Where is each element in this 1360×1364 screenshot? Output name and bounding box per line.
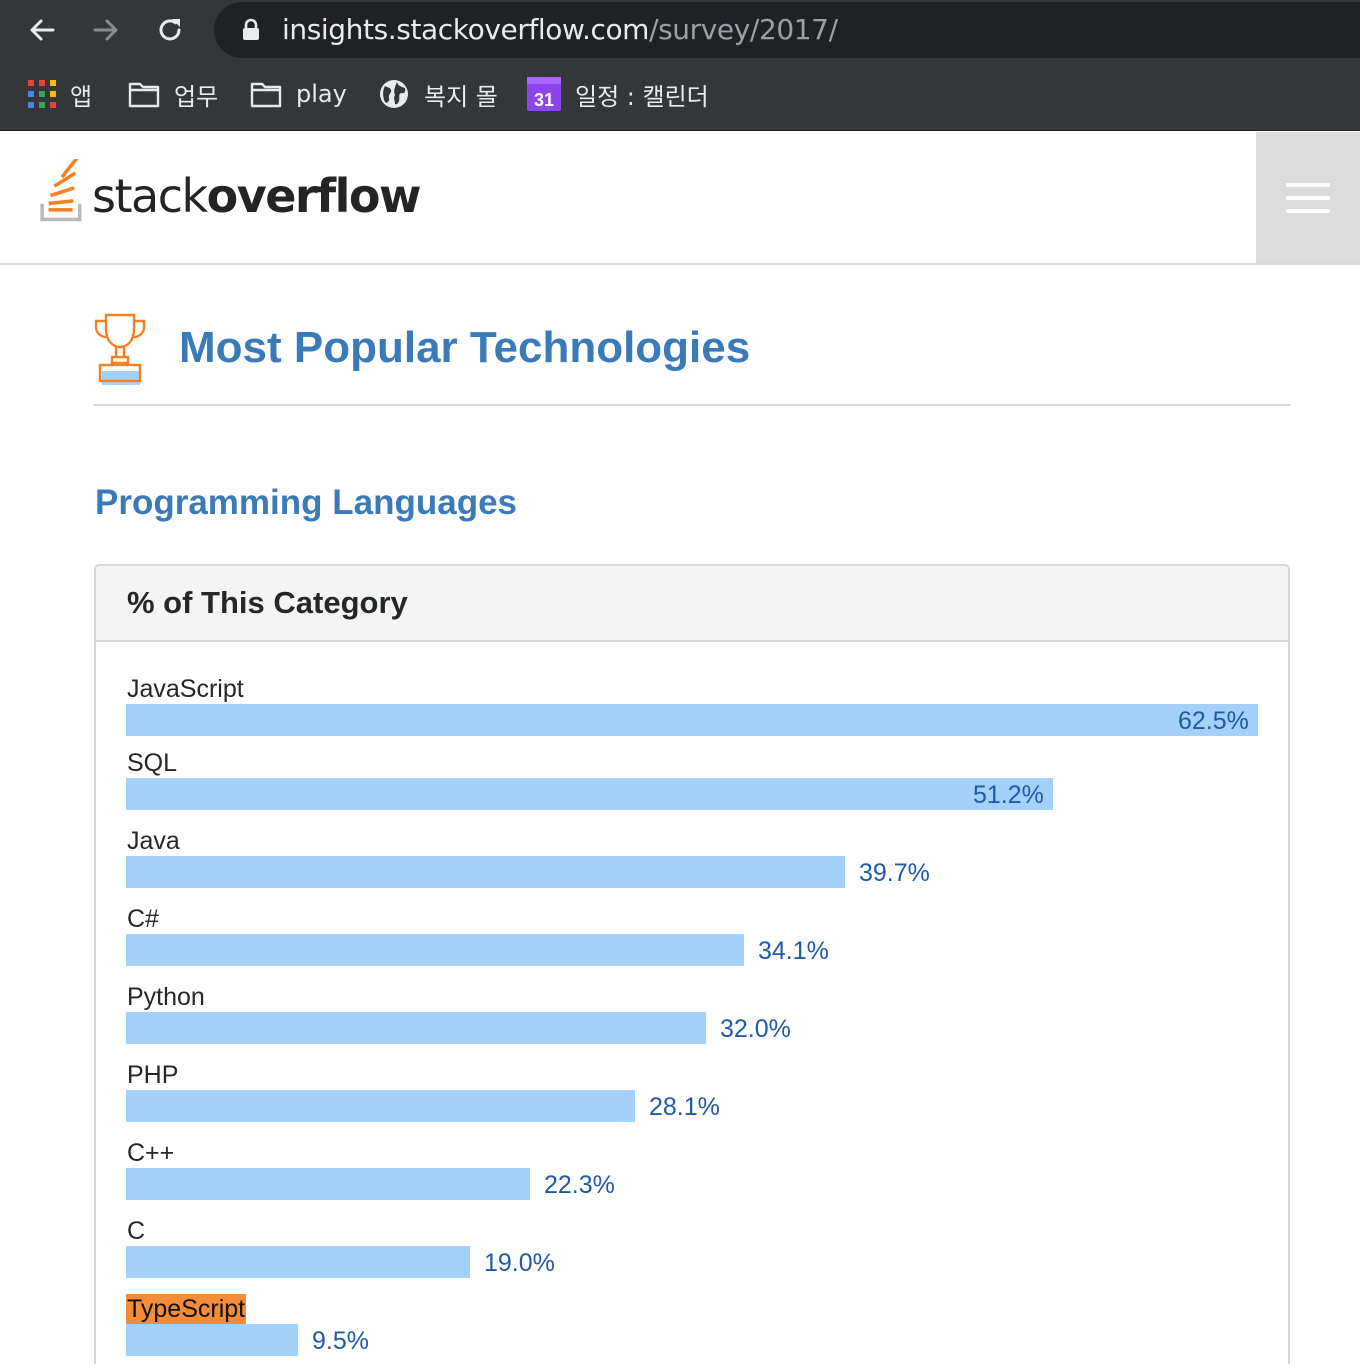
bar-value-label: 9.5% <box>312 1327 369 1355</box>
bar-value-label: 28.1% <box>649 1093 720 1121</box>
bar-label: Python <box>127 983 205 1011</box>
address-bar[interactable]: insights.stackoverflow.com/survey/2017/ <box>214 2 1360 58</box>
bar-value-label: 19.0% <box>484 1249 555 1277</box>
bar-row: C# 34.1% <box>126 904 1260 978</box>
bar <box>126 934 744 966</box>
bar-label: JavaScript <box>127 675 244 703</box>
bookmark-welfare-mall[interactable]: 복지 몰 <box>378 74 498 114</box>
bar <box>126 1090 635 1122</box>
bar-value-label: 22.3% <box>544 1171 615 1199</box>
menu-bar <box>1286 182 1330 187</box>
bar-label: TypeScript <box>126 1294 247 1324</box>
bar-row: SQL 51.2% <box>126 748 1260 822</box>
bar-row: Python 32.0% <box>126 982 1260 1056</box>
bar <box>126 704 1258 736</box>
bookmark-folder-play[interactable]: play <box>250 74 347 114</box>
folder-icon <box>250 82 282 108</box>
bar <box>126 1012 706 1044</box>
bar-label: PHP <box>127 1061 179 1089</box>
bar-row: C 19.0% <box>126 1216 1260 1290</box>
arrow-right-icon <box>93 19 118 41</box>
url-text[interactable]: insights.stackoverflow.com/survey/2017/ <box>282 13 838 47</box>
browser-toolbar: insights.stackoverflow.com/survey/2017/ <box>0 0 1360 60</box>
bar-label: SQL <box>127 749 178 777</box>
apps-grid-icon <box>28 80 56 108</box>
hamburger-menu-button[interactable] <box>1256 132 1360 263</box>
bar-label: C++ <box>127 1139 175 1167</box>
bar-value-label: 34.1% <box>758 937 829 965</box>
bar-value-label: 51.2% <box>973 781 1044 809</box>
reload-icon <box>159 19 181 41</box>
bar <box>126 1246 470 1278</box>
folder-icon <box>128 82 160 108</box>
back-button[interactable] <box>22 10 62 50</box>
globe-icon <box>380 80 408 108</box>
page-title: Most Popular Technologies <box>179 323 751 372</box>
logo-bold: overflow <box>206 169 422 223</box>
site-header: stackoverflow <box>0 132 1360 265</box>
calendar-icon: 31 <box>527 77 561 111</box>
bookmark-label: 복지 몰 <box>424 82 498 111</box>
url-path: /survey/2017/ <box>649 13 838 46</box>
panel-title: % of This Category <box>127 585 408 620</box>
bar <box>126 1324 298 1356</box>
calendar-day: 31 <box>534 90 554 110</box>
section-header: Most Popular Technologies <box>94 305 1290 406</box>
reload-button[interactable] <box>150 10 190 50</box>
bar <box>126 856 845 888</box>
bookmark-calendar[interactable]: 31 일정 : 캘린더 <box>527 74 709 114</box>
bookmark-label: play <box>296 80 347 108</box>
bar-label: C <box>127 1217 146 1245</box>
bookmark-label: 앱 <box>70 82 93 111</box>
bookmark-label: 업무 <box>174 82 219 111</box>
menu-bar <box>1286 208 1330 213</box>
bar-value-label: 62.5% <box>1178 707 1249 735</box>
bookmark-apps[interactable]: 앱 <box>28 74 92 114</box>
chart-panel: % of This Category JavaScript 62.5% SQL 51.… <box>94 564 1290 1364</box>
bar-value-label: 39.7% <box>859 859 930 887</box>
bar-row: Java 39.7% <box>126 826 1260 900</box>
menu-bar <box>1286 195 1330 200</box>
logo-light: stack <box>92 169 208 223</box>
logo-wordmark: stackoverflow <box>92 169 422 223</box>
lock-icon <box>243 18 259 40</box>
trophy-icon <box>94 313 146 385</box>
bar-label: C# <box>127 905 159 933</box>
bar-row: TypeScript 9.5% <box>126 1294 1260 1364</box>
bookmark-label: 일정 : 캘린더 <box>575 82 709 111</box>
stack-logo-icon <box>40 159 82 222</box>
section-subtitle: Programming Languages <box>95 483 518 522</box>
panel-header: % of This Category <box>96 566 1288 642</box>
bookmarks-bar: 앱 업무 play 복지 몰 31 일정 : 캘린더 <box>0 60 1360 131</box>
bookmark-folder-work[interactable]: 업무 <box>128 74 218 114</box>
bar-row: PHP 28.1% <box>126 1060 1260 1134</box>
url-host: insights.stackoverflow.com <box>282 13 650 46</box>
bar-row: C++ 22.3% <box>126 1138 1260 1212</box>
bar <box>126 1168 530 1200</box>
arrow-left-icon <box>30 19 55 41</box>
forward-button[interactable] <box>86 10 126 50</box>
bar-label: Java <box>127 827 180 855</box>
bar <box>126 778 1053 810</box>
bar-value-label: 32.0% <box>720 1015 791 1043</box>
stackoverflow-logo[interactable]: stackoverflow <box>40 156 422 236</box>
bar-row: JavaScript 62.5% <box>126 674 1260 748</box>
